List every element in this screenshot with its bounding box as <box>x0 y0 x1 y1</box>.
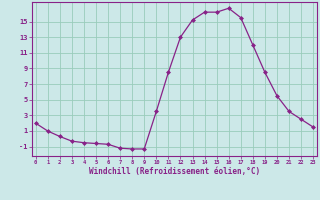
X-axis label: Windchill (Refroidissement éolien,°C): Windchill (Refroidissement éolien,°C) <box>89 167 260 176</box>
